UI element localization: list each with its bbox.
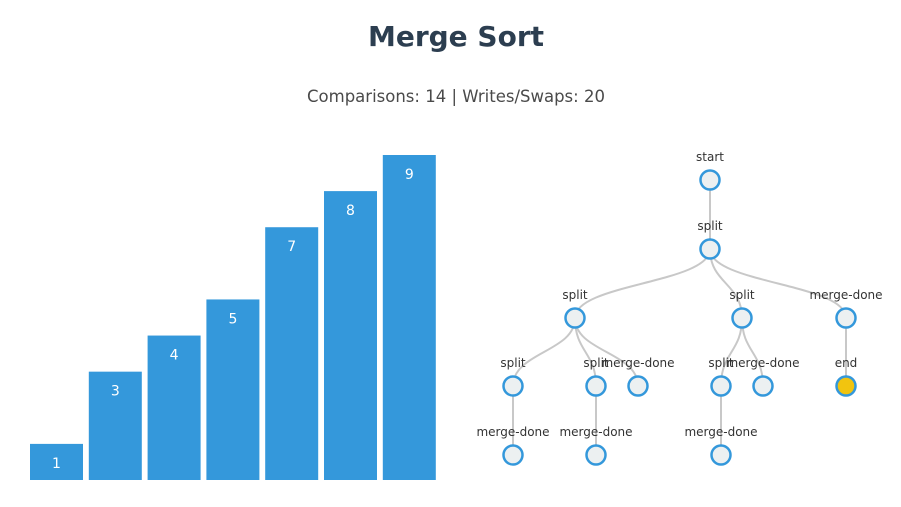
bar (265, 227, 319, 480)
tree-edge (512, 317, 576, 387)
comparisons-label: Comparisons: (307, 87, 420, 106)
tree-node: end (835, 356, 858, 397)
tree-node-label: split (729, 288, 755, 302)
tree-node-circle (731, 307, 753, 329)
bar (147, 335, 201, 480)
bar (382, 155, 436, 480)
tree-node-label: split (583, 356, 609, 370)
bar-value-label: 7 (287, 239, 296, 255)
tree-node-label: merge-done (684, 425, 757, 439)
tree-node-label: merge-done (559, 425, 632, 439)
tree-node-label: merge-done (726, 356, 799, 370)
tree-node: merge-done (601, 356, 675, 397)
tree-node: merge-done (476, 425, 550, 466)
bar-value-label: 3 (111, 384, 120, 400)
tree-edge (574, 248, 711, 319)
page-title: Merge Sort (367, 20, 545, 53)
bar-value-label: 8 (346, 203, 355, 219)
tree-node-label: merge-done (809, 288, 882, 302)
bar-value-label: 9 (405, 167, 414, 183)
tree-node-circle (585, 375, 607, 397)
tree-node-label: merge-done (601, 356, 674, 370)
bar (206, 299, 260, 480)
tree-node-circle (627, 375, 649, 397)
tree-node-circle (710, 375, 732, 397)
comparisons-count: 14 (425, 87, 447, 106)
tree-node-circle (835, 307, 857, 329)
tree-edges (511, 180, 848, 455)
tree-node-circle (699, 238, 721, 260)
tree-node-circle (752, 375, 774, 397)
tree-node: split (500, 356, 526, 397)
tree-node-label: split (697, 219, 723, 233)
tree-node: split (562, 288, 588, 329)
tree-edge (709, 248, 847, 319)
tree-node-label: split (708, 356, 734, 370)
tree-node-label: start (696, 150, 724, 164)
tree-node-label: split (562, 288, 588, 302)
bar-value-label: 4 (170, 348, 179, 364)
bar-chart: 1 3 4 5 7 8 9 (30, 155, 436, 480)
tree-node: split (708, 356, 734, 397)
tree-node-circle (502, 444, 524, 466)
bar-value-label: 5 (228, 311, 237, 327)
tree-node-label: merge-done (476, 425, 549, 439)
tree-node: split (583, 356, 609, 397)
bar-value-label: 1 (52, 456, 61, 472)
tree-node: merge-done (726, 356, 800, 397)
tree-node-circle (710, 444, 732, 466)
tree-node: start (696, 150, 724, 191)
tree-node: split (729, 288, 755, 329)
tree-node-circle (699, 169, 721, 191)
tree-node-circle (585, 444, 607, 466)
tree-node: merge-done (684, 425, 758, 466)
tree-node: merge-done (809, 288, 883, 329)
writes-label: Writes/Swaps: (462, 87, 579, 106)
writes-count: 20 (583, 87, 605, 106)
tree-node-circle-active (835, 375, 857, 397)
bar (88, 371, 142, 480)
bar (324, 191, 377, 480)
stats-separator: | (451, 87, 458, 106)
stats-line: Comparisons: 14 | Writes/Swaps: 20 (0, 87, 901, 106)
tree-node-label: split (500, 356, 526, 370)
tree-node: split (697, 219, 723, 260)
tree-node: merge-done (559, 425, 633, 466)
tree-node-circle (564, 307, 586, 329)
tree-node-circle (502, 375, 524, 397)
tree-node-label: end (835, 356, 858, 370)
bar (30, 443, 83, 480)
